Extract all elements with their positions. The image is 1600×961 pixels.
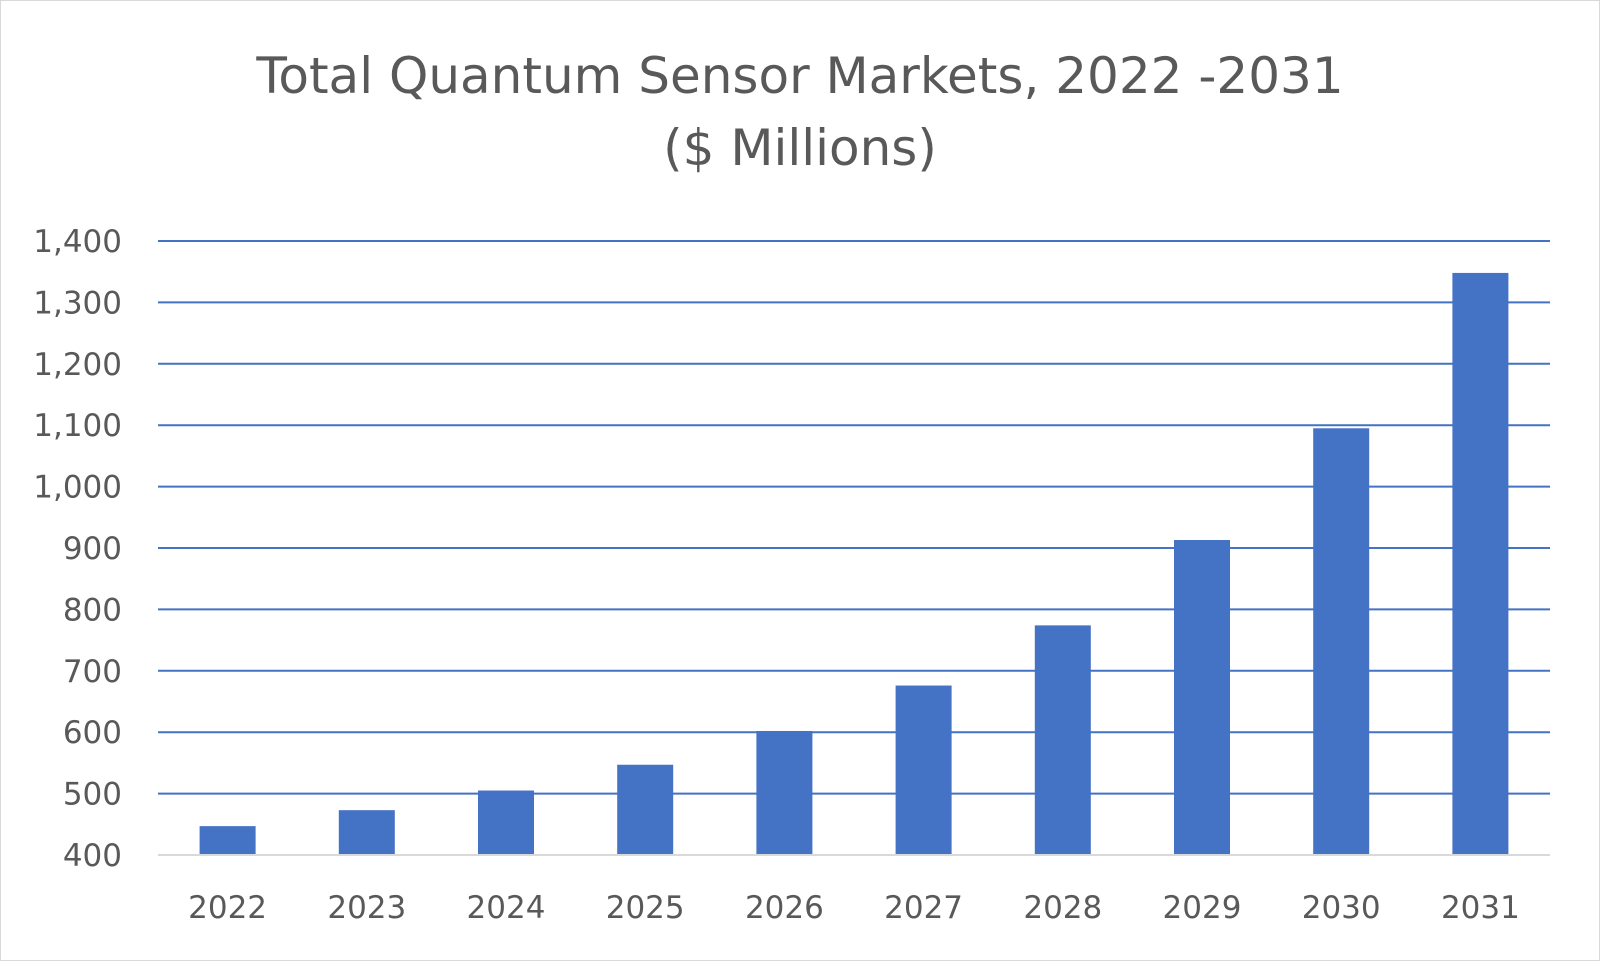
x-tick-label: 2024 xyxy=(467,890,546,926)
x-axis-tick-labels: 2022 2023 2024 2025 2026 2027 2028 2029 2030 2031 xyxy=(188,890,1520,926)
bar-2031 xyxy=(1452,272,1509,856)
x-tick-label: 2027 xyxy=(884,890,963,926)
x-tick-label: 2022 xyxy=(188,890,267,926)
y-tick-label: 500 xyxy=(63,777,122,813)
y-tick-label: 600 xyxy=(63,715,122,751)
chart-title: Total Quantum Sensor Markets, 2022 -2031… xyxy=(0,40,1600,184)
y-tick-label: 800 xyxy=(63,592,122,628)
chart-title-line2: ($ Millions) xyxy=(663,119,937,177)
y-tick-label: 1,200 xyxy=(33,347,122,383)
y-tick-label: 900 xyxy=(63,531,122,567)
bar-2022 xyxy=(199,826,256,855)
x-tick-label: 2029 xyxy=(1163,890,1242,926)
bar-2027 xyxy=(895,685,952,855)
x-tick-label: 2031 xyxy=(1441,890,1520,926)
bar-2026 xyxy=(756,730,813,855)
bars xyxy=(199,272,1509,856)
y-tick-label: 1,300 xyxy=(33,285,122,321)
x-tick-label: 2028 xyxy=(1023,890,1102,926)
y-tick-label: 700 xyxy=(63,654,122,690)
x-tick-label: 2023 xyxy=(327,890,406,926)
bar-2030 xyxy=(1313,428,1370,855)
chart-title-line1: Total Quantum Sensor Markets, 2022 -2031 xyxy=(256,47,1344,105)
x-tick-label: 2025 xyxy=(606,890,685,926)
bar-2023 xyxy=(338,810,395,855)
x-tick-label: 2030 xyxy=(1302,890,1381,926)
bar-2028 xyxy=(1034,625,1091,855)
y-tick-label: 1,400 xyxy=(33,224,122,260)
y-axis-tick-labels: 400 500 600 700 800 900 1,000 1,100 1,200 1,300 1,… xyxy=(33,224,122,874)
y-tick-label: 400 xyxy=(63,838,122,874)
bar-2025 xyxy=(617,764,674,855)
y-tick-label: 1,100 xyxy=(33,408,122,444)
bar-2029 xyxy=(1174,540,1230,855)
y-tick-label: 1,000 xyxy=(33,470,122,506)
bar-2024 xyxy=(478,790,534,855)
x-tick-label: 2026 xyxy=(745,890,824,926)
